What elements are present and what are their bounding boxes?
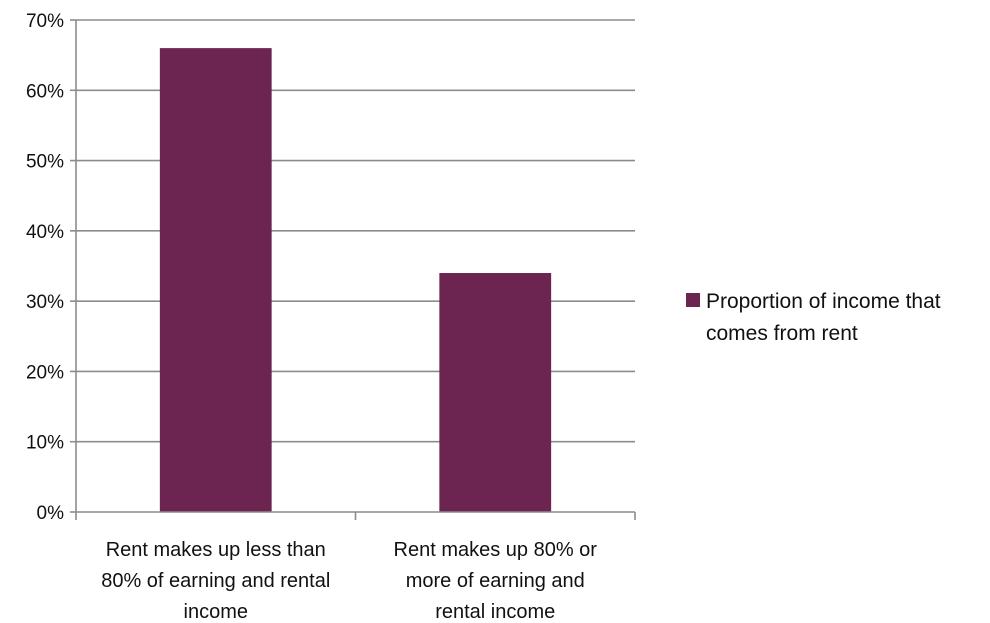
y-tick-label: 10% [26,433,64,454]
y-tick-label: 40% [26,222,64,243]
bar [439,273,552,512]
bar [159,48,272,512]
legend-swatch [686,293,700,307]
axes [70,19,636,520]
y-tick-label: 20% [26,362,64,383]
y-tick-label: 50% [26,152,64,173]
y-tick-label: 30% [26,292,64,313]
legend-label: Proportion of income that [706,290,941,313]
y-tick-label: 70% [26,11,64,32]
x-category-label: Rent makes up 80% or [394,539,598,561]
y-tick-label: 0% [37,503,65,524]
x-category-label: Rent makes up less than [106,539,326,561]
y-tick-label: 60% [26,81,64,102]
x-category-label: rental income [435,601,555,623]
x-category-label: income [184,601,248,623]
x-category-label: more of earning and [406,570,585,592]
y-axis-tick-labels: 0% 10% 20% 30% 40% 50% 60% 70% [26,11,64,524]
x-category-label: 80% of earning and rental [101,570,330,592]
bars [159,48,552,512]
x-axis-category-labels: Rent makes up less than 80% of earning an… [101,539,597,623]
legend-label: comes from rent [706,322,858,345]
legend: Proportion of income that comes from rent [686,290,941,345]
